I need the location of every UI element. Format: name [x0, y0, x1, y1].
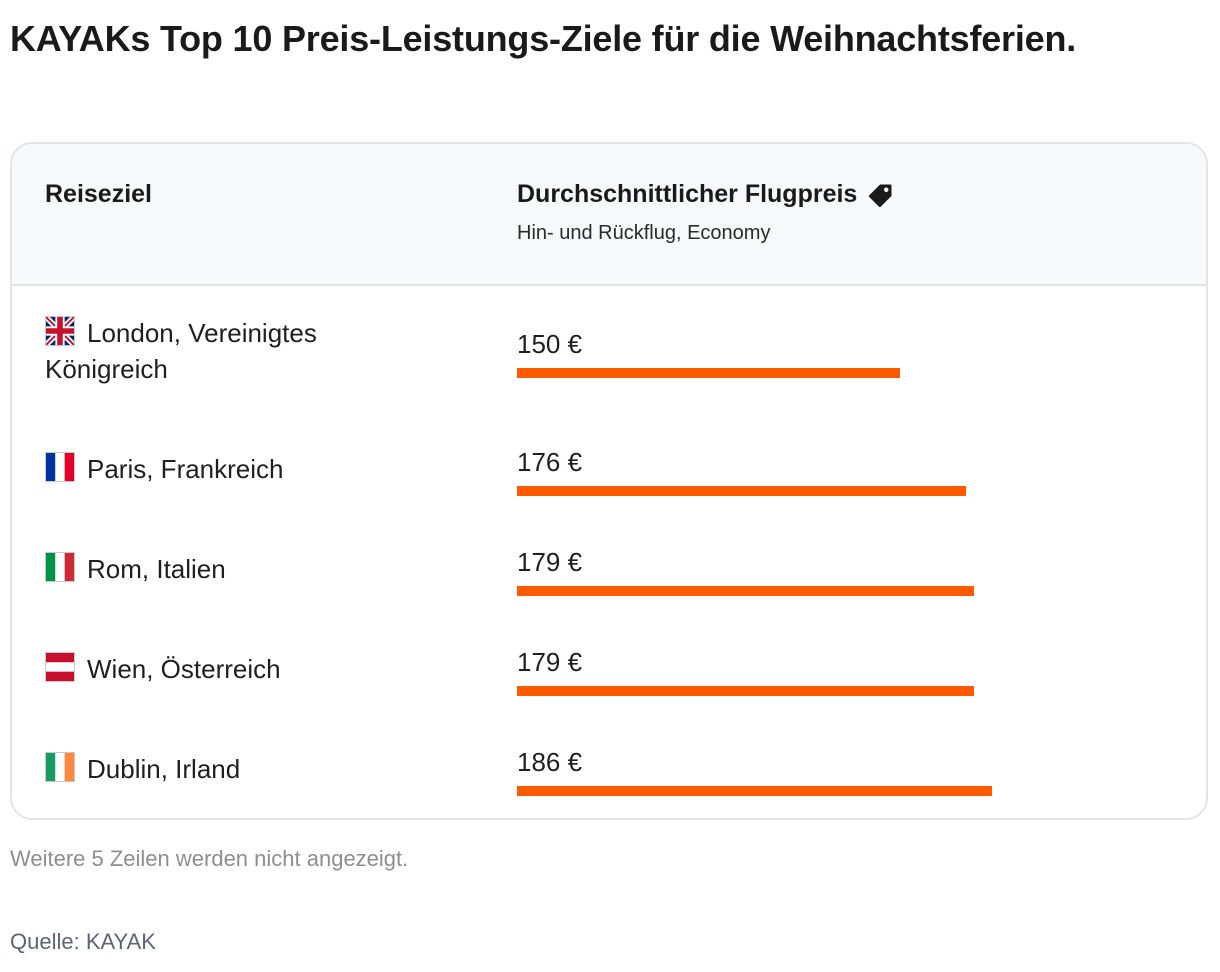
column-subheader-price: Hin- und Rückflug, Economy	[517, 222, 771, 244]
table-row: Wien, Österreich 179 €	[12, 647, 1206, 751]
destination-cell: Wien, Österreich	[45, 651, 375, 687]
column-header-price-label: Durchschnittlicher Flugpreis	[517, 180, 858, 208]
price-bar	[517, 786, 992, 796]
column-header-price: Durchschnittlicher Flugpreis	[517, 180, 895, 209]
price-label: 179 €	[517, 547, 583, 577]
france-flag-icon	[45, 452, 75, 482]
ireland-flag-icon	[45, 752, 75, 782]
price-bar	[517, 486, 966, 496]
destination-cell: Dublin, Irland	[45, 751, 375, 787]
price-label: 186 €	[517, 747, 583, 777]
price-tag-icon	[869, 184, 892, 207]
hidden-rows-note: Weitere 5 Zeilen werden nicht angezeigt.	[10, 846, 409, 871]
table-header: Reiseziel Durchschnittlicher Flugpreis H…	[12, 144, 1206, 286]
price-label: 176 €	[517, 447, 583, 477]
destination-label: London, Vereinigtes Königreich	[45, 318, 317, 384]
price-bar	[517, 686, 974, 696]
destination-cell: Rom, Italien	[45, 551, 375, 587]
column-header-destination: Reiseziel	[45, 180, 153, 208]
table-row: Dublin, Irland 186 €	[12, 747, 1206, 818]
table-row: Rom, Italien 179 €	[12, 547, 1206, 651]
table-row: London, Vereinigtes Königreich 150 €	[12, 315, 1206, 415]
table-row: Paris, Frankreich 176 €	[12, 447, 1206, 551]
destination-label: Paris, Frankreich	[87, 454, 284, 484]
destination-label: Wien, Österreich	[87, 654, 281, 684]
price-bar	[517, 368, 900, 378]
price-bar	[517, 586, 974, 596]
destination-label: Rom, Italien	[87, 554, 226, 584]
chart-title: KAYAKs Top 10 Preis-Leistungs-Ziele für …	[10, 18, 1077, 59]
italy-flag-icon	[45, 552, 75, 582]
destination-cell: London, Vereinigtes Königreich	[45, 315, 375, 387]
destination-cell: Paris, Frankreich	[45, 451, 375, 487]
austria-flag-icon	[45, 652, 75, 682]
destination-label: Dublin, Irland	[87, 754, 241, 784]
price-label: 179 €	[517, 647, 583, 677]
source-note: Quelle: KAYAK	[10, 929, 156, 954]
uk-flag-icon	[45, 316, 75, 346]
price-label: 150 €	[517, 329, 583, 359]
price-table: Reiseziel Durchschnittlicher Flugpreis H…	[10, 142, 1208, 820]
